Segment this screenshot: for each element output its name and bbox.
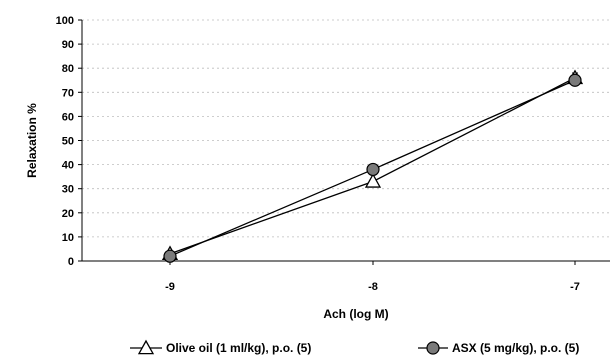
- y-axis-title: Relaxation %: [25, 103, 39, 178]
- circle-marker: [163, 249, 177, 263]
- legend-item-asx: ASX (5 mg/kg), p.o. (5): [418, 341, 579, 355]
- data-series: [161, 69, 584, 263]
- y-tick-label: 60: [62, 111, 74, 123]
- x-tick-label: -9: [165, 281, 175, 293]
- legend: Olive oil (1 ml/kg), p.o. (5) ASX (5 mg/…: [130, 339, 579, 355]
- x-tick-label: -8: [368, 281, 378, 293]
- x-tick-label: -7: [570, 281, 580, 293]
- y-tick-label: 30: [62, 184, 74, 196]
- legend-marker: [137, 339, 155, 355]
- circle-marker: [568, 73, 582, 87]
- grid-lines: [82, 19, 610, 238]
- legend-item-olive-oil: Olive oil (1 ml/kg), p.o. (5): [130, 339, 311, 355]
- y-tick-label: 0: [68, 256, 74, 268]
- legend-marker: [426, 341, 440, 355]
- y-tick-label: 70: [62, 87, 74, 99]
- circle-marker: [366, 162, 380, 177]
- legend-label-olive-oil: Olive oil (1 ml/kg), p.o. (5): [166, 341, 311, 355]
- legend-label-asx: ASX (5 mg/kg), p.o. (5): [452, 341, 579, 355]
- triangle-marker: [364, 173, 382, 188]
- y-tick-label: 100: [56, 15, 74, 27]
- y-tick-label: 20: [62, 208, 74, 220]
- y-tick-label: 80: [62, 63, 74, 75]
- y-tick-label: 90: [62, 39, 74, 51]
- y-tick-label: 10: [62, 232, 74, 244]
- y-tick-label: 50: [62, 136, 74, 148]
- axes: [81, 20, 610, 262]
- series-1: [163, 73, 582, 263]
- y-tick-label: 40: [62, 160, 74, 172]
- x-axis-title: Ach (log M): [323, 307, 388, 321]
- y-tick-labels: 0 10 20 30 40 50 60 70 80 90 100: [56, 15, 82, 268]
- x-tick-labels: -9 -8 -7: [165, 261, 580, 293]
